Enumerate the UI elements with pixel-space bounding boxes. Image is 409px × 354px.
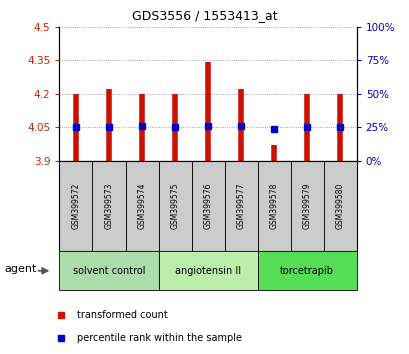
Bar bbox=[158, 161, 191, 251]
Text: angiotensin II: angiotensin II bbox=[175, 266, 240, 276]
Text: solvent control: solvent control bbox=[72, 266, 145, 276]
Text: GSM399579: GSM399579 bbox=[302, 183, 311, 229]
Text: agent: agent bbox=[5, 264, 37, 274]
Text: GSM399577: GSM399577 bbox=[236, 183, 245, 229]
Text: transformed count: transformed count bbox=[76, 310, 167, 320]
Bar bbox=[59, 251, 158, 290]
Text: GSM399574: GSM399574 bbox=[137, 183, 146, 229]
Bar bbox=[257, 251, 356, 290]
Text: GSM399573: GSM399573 bbox=[104, 183, 113, 229]
Bar bbox=[158, 251, 257, 290]
Text: percentile rank within the sample: percentile rank within the sample bbox=[76, 333, 241, 343]
Bar bbox=[290, 161, 323, 251]
Text: torcetrapib: torcetrapib bbox=[279, 266, 333, 276]
Text: GSM399580: GSM399580 bbox=[335, 183, 344, 229]
Bar bbox=[59, 161, 92, 251]
Text: GSM399578: GSM399578 bbox=[269, 183, 278, 229]
Bar bbox=[191, 161, 224, 251]
Text: GSM399572: GSM399572 bbox=[71, 183, 80, 229]
Text: GSM399575: GSM399575 bbox=[170, 183, 179, 229]
Bar bbox=[323, 161, 356, 251]
Bar bbox=[257, 161, 290, 251]
Bar bbox=[125, 161, 158, 251]
Text: GDS3556 / 1553413_at: GDS3556 / 1553413_at bbox=[132, 9, 277, 22]
Text: GSM399576: GSM399576 bbox=[203, 183, 212, 229]
Bar bbox=[92, 161, 125, 251]
Bar bbox=[224, 161, 257, 251]
